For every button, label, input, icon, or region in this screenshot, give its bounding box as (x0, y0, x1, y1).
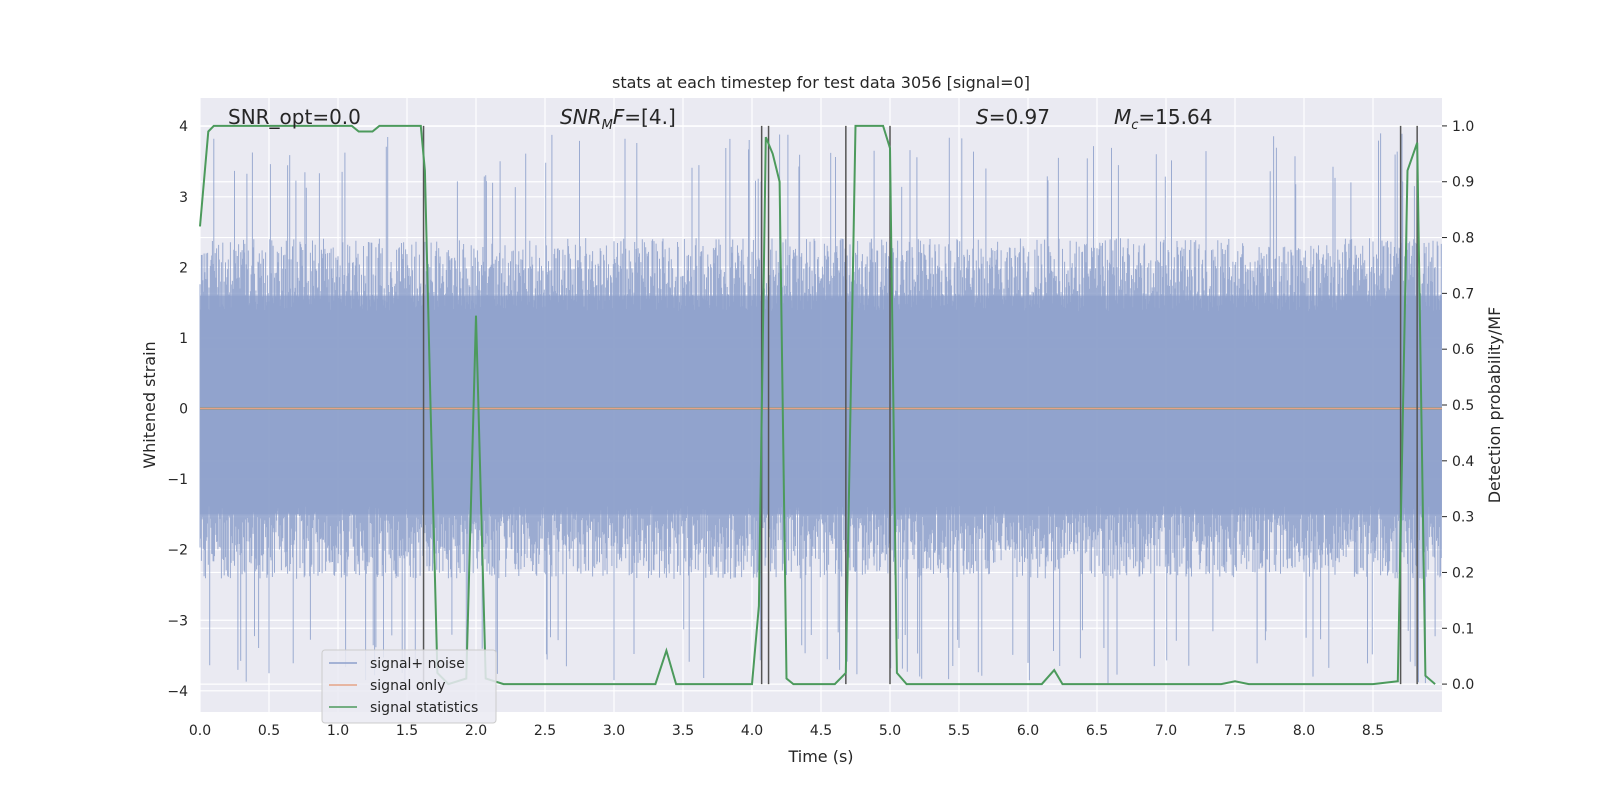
y2-tick-labels: 0.0 0.1 0.2 0.3 0.4 0.5 0.6 0.7 0.8 0.9 1.0 (1442, 119, 1474, 693)
annotation-s-value: =0.97 (989, 105, 1050, 129)
y2-tick-label: 0.7 (1452, 286, 1474, 302)
legend-label-signal-statistics: signal statistics (370, 700, 478, 716)
x-tick-label: 7.5 (1224, 723, 1246, 739)
y-axis-label: Whitened strain (140, 341, 159, 468)
y2-tick-label: 0.5 (1452, 398, 1474, 414)
y2-tick-label: 0.6 (1452, 342, 1474, 358)
x-tick-label: 2.0 (465, 723, 487, 739)
x-tick-label: 4.5 (810, 723, 832, 739)
y2-tick-label: 0.3 (1452, 510, 1474, 526)
x-tick-label: 6.0 (1017, 723, 1039, 739)
x-tick-label: 5.0 (879, 723, 901, 739)
x-tick-label: 7.0 (1155, 723, 1177, 739)
x-tick-label: 8.5 (1362, 723, 1384, 739)
x-tick-label: 5.5 (948, 723, 970, 739)
y2-tick-label: 0.9 (1452, 175, 1474, 191)
annotation-mc: Mc=15.64 (1114, 105, 1212, 133)
y-tick-label: −2 (167, 543, 188, 559)
annotation-s: S=0.97 (976, 105, 1050, 129)
signal-statistics-line (199, 124, 1436, 686)
y-tick-label: 4 (179, 119, 188, 135)
y-tick-label: 3 (179, 190, 188, 206)
y2-axis-label: Detection probability/MF (1485, 307, 1504, 504)
x-tick-label: 3.5 (672, 723, 694, 739)
x-tick-label: 6.5 (1086, 723, 1108, 739)
x-tick-label: 2.5 (534, 723, 556, 739)
annotation-mc-value: =15.64 (1138, 105, 1212, 129)
y-tick-label: −4 (167, 684, 188, 700)
x-tick-label: 4.0 (741, 723, 763, 739)
legend-label-signal-only: signal only (370, 678, 445, 694)
legend: signal+ noise signal only signal statist… (321, 649, 497, 724)
annotation-snr-opt: SNR_opt=0.0 (228, 105, 361, 129)
y2-tick-label: 0.1 (1452, 621, 1474, 637)
y2-tick-label: 0.2 (1452, 565, 1474, 581)
x-tick-label: 0.0 (189, 723, 211, 739)
series-signal-statistics (199, 124, 1436, 686)
x-tick-label: 1.0 (327, 723, 349, 739)
x-tick-label: 1.5 (396, 723, 418, 739)
y-tick-label: 1 (179, 331, 188, 347)
y2-tick-label: 0.8 (1452, 231, 1474, 247)
series-signal-noise (199, 133, 1442, 684)
annotation-snr-mf-value: =[4.] (624, 105, 675, 129)
y-tick-label: 0 (179, 402, 188, 418)
annotation-snr-mf: SNRMF=[4.] (560, 105, 676, 133)
legend-box (321, 649, 497, 724)
signal-noise-core (200, 295, 1442, 515)
x-tick-label: 0.5 (258, 723, 280, 739)
x-axis-label: Time (s) (787, 747, 853, 766)
y-tick-label: −3 (167, 613, 188, 629)
x-tick-label: 8.0 (1293, 723, 1315, 739)
y-tick-label: −1 (167, 472, 188, 488)
y-tick-label: 2 (179, 260, 188, 276)
y2-tick-label: 1.0 (1452, 119, 1474, 135)
y-tick-labels: −4 −3 −2 −1 0 1 2 3 4 (167, 119, 188, 700)
chart-title: stats at each timestep for test data 305… (612, 73, 1030, 92)
x-tick-labels: 0.0 0.5 1.0 1.5 2.0 2.5 3.0 3.5 4.0 4.5 5.0 5.5 6.0 6… (189, 723, 1384, 739)
legend-label-signal-noise: signal+ noise (370, 656, 465, 672)
y2-tick-label: 0.0 (1452, 677, 1474, 693)
y2-tick-label: 0.4 (1452, 454, 1474, 470)
x-tick-label: 3.0 (603, 723, 625, 739)
